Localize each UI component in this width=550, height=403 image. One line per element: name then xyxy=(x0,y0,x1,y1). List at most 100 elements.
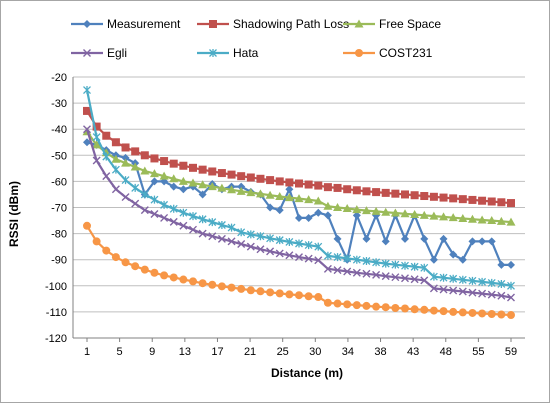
y-tick-label: -60 xyxy=(51,176,67,188)
data-point-hata xyxy=(285,237,294,246)
data-point-cost231 xyxy=(237,284,246,293)
series-shadowing-path-loss xyxy=(83,106,515,208)
x-tick-label: 48 xyxy=(440,346,452,358)
data-point-shadowing-path-loss xyxy=(507,199,515,208)
data-point-hata xyxy=(102,152,111,161)
data-point-cost231 xyxy=(410,305,419,314)
data-point-measurement xyxy=(362,234,371,243)
data-point-free-space xyxy=(140,166,150,175)
data-point-egli xyxy=(83,125,91,134)
data-point-free-space xyxy=(352,205,362,214)
data-point-shadowing-path-loss xyxy=(121,143,130,152)
series-hata xyxy=(83,86,515,290)
data-point-free-space xyxy=(275,192,285,201)
data-point-measurement xyxy=(83,138,91,147)
data-point-hata xyxy=(189,212,197,221)
data-point-egli xyxy=(131,199,140,208)
data-point-hata xyxy=(179,208,188,217)
data-point-shadowing-path-loss xyxy=(237,172,246,181)
x-tick-label: 13 xyxy=(179,346,191,358)
data-point-hata xyxy=(208,218,217,227)
data-point-cost231 xyxy=(160,271,169,280)
data-point-measurement xyxy=(449,250,458,259)
data-point-hata xyxy=(266,234,275,243)
data-point-egli xyxy=(323,264,332,273)
data-point-cost231 xyxy=(333,299,342,308)
data-point-egli xyxy=(256,245,265,254)
data-point-shadowing-path-loss xyxy=(208,167,217,176)
data-point-egli xyxy=(362,269,371,278)
data-point-measurement xyxy=(401,234,409,243)
data-point-hata xyxy=(343,254,352,263)
data-point-cost231 xyxy=(179,275,188,284)
y-tick-label: -110 xyxy=(46,307,67,319)
data-point-egli xyxy=(497,291,506,300)
data-point-cost231 xyxy=(295,291,303,300)
data-point-free-space xyxy=(458,213,468,222)
data-point-cost231 xyxy=(256,287,265,296)
data-point-free-space xyxy=(390,208,400,217)
data-point-measurement xyxy=(295,213,303,222)
data-point-free-space xyxy=(361,206,371,215)
data-point-egli xyxy=(458,287,467,296)
legend-swatch-marker xyxy=(355,49,363,57)
x-tick-label: 34 xyxy=(342,346,354,358)
data-point-free-space xyxy=(342,204,352,213)
data-point-shadowing-path-loss xyxy=(333,183,342,192)
data-point-egli xyxy=(208,232,217,241)
data-point-shadowing-path-loss xyxy=(372,188,381,197)
x-tick-label: 55 xyxy=(472,346,484,358)
data-point-hata xyxy=(372,258,381,267)
data-point-egli xyxy=(169,217,178,226)
data-point-free-space xyxy=(381,207,391,216)
data-point-shadowing-path-loss xyxy=(150,154,159,163)
data-point-free-space xyxy=(294,194,304,203)
data-point-free-space xyxy=(227,185,237,194)
data-point-cost231 xyxy=(372,302,381,311)
data-point-egli xyxy=(246,242,255,251)
data-point-measurement xyxy=(266,203,275,212)
y-tick-label: -80 xyxy=(51,229,67,241)
data-point-egli xyxy=(189,225,197,234)
data-point-shadowing-path-loss xyxy=(92,122,101,131)
data-point-cost231 xyxy=(131,262,140,271)
data-point-hata xyxy=(111,165,120,174)
data-point-free-space xyxy=(448,213,458,222)
data-point-free-space xyxy=(506,217,516,226)
data-point-egli xyxy=(160,213,169,222)
data-point-cost231 xyxy=(227,283,236,292)
data-point-egli xyxy=(92,156,101,165)
data-point-egli xyxy=(352,268,361,277)
data-point-free-space xyxy=(246,188,256,197)
data-point-shadowing-path-loss xyxy=(285,178,294,187)
legend-swatch-marker xyxy=(209,20,217,28)
data-point-cost231 xyxy=(381,303,390,312)
data-point-hata xyxy=(314,242,323,251)
data-point-egli xyxy=(217,234,226,243)
data-point-shadowing-path-loss xyxy=(198,165,207,174)
legend-label: COST231 xyxy=(379,46,433,60)
y-tick-label: -70 xyxy=(51,203,67,215)
y-axis-title: RSSI (dBm) xyxy=(7,181,21,247)
data-point-free-space xyxy=(130,162,140,171)
x-tick-label: 1 xyxy=(84,346,90,358)
data-point-shadowing-path-loss xyxy=(314,181,323,190)
data-point-cost231 xyxy=(285,290,294,299)
data-point-measurement xyxy=(198,190,207,199)
data-point-egli xyxy=(266,247,275,256)
data-point-measurement xyxy=(478,237,487,246)
y-tick-label: -100 xyxy=(45,281,67,293)
data-point-free-space xyxy=(313,196,323,205)
data-point-hata xyxy=(217,220,226,229)
data-point-hata xyxy=(507,281,515,290)
data-point-cost231 xyxy=(497,310,506,319)
data-point-egli xyxy=(314,256,323,265)
data-point-hata xyxy=(198,215,207,224)
data-point-hata xyxy=(487,278,496,287)
data-point-measurement xyxy=(121,153,130,162)
data-point-cost231 xyxy=(401,304,409,313)
data-point-hata xyxy=(246,230,255,239)
data-point-cost231 xyxy=(449,307,458,316)
